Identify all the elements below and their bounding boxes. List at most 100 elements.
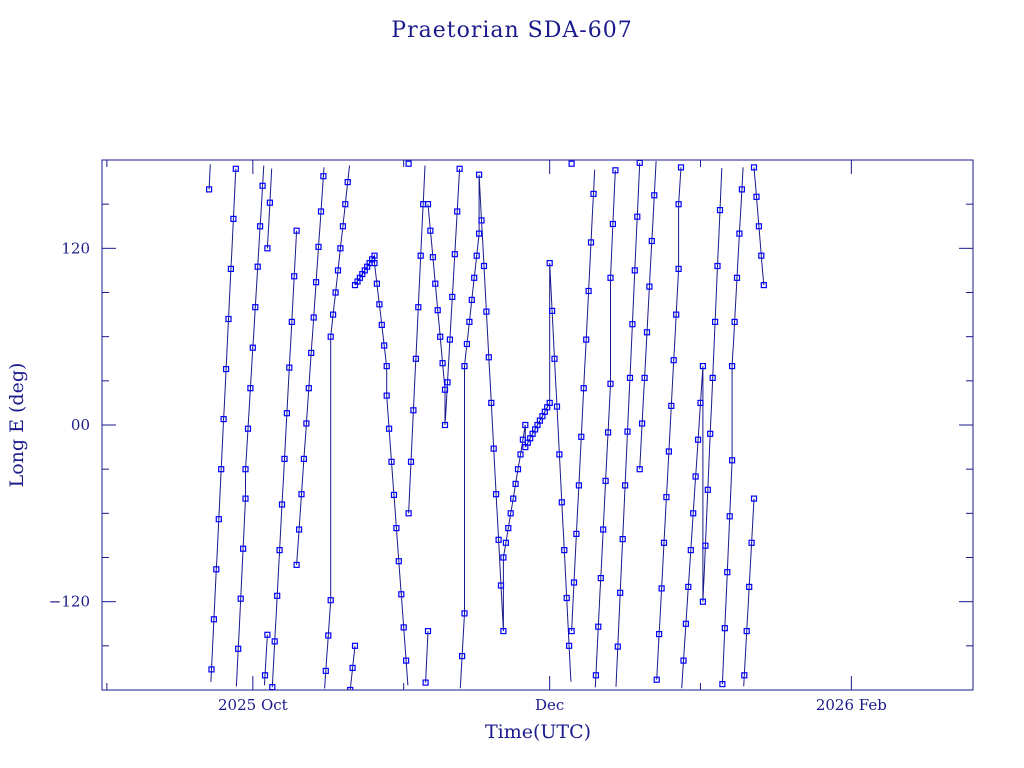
x-tick-label: 2026 Feb [816,696,887,714]
data-point [595,623,602,630]
data-point [432,280,439,287]
data-point [704,486,711,493]
data-point [546,260,553,267]
data-point [570,579,578,586]
data-point [451,251,458,258]
data-point [680,657,687,664]
y-axis-label: Long E (deg) [6,363,28,488]
data-point [446,336,453,343]
data-point [398,591,405,598]
data-point [575,482,583,489]
data-point [247,385,254,392]
data-point [507,510,514,517]
data-point [218,466,225,473]
data-point [305,385,312,392]
data-point [242,495,249,502]
data-point [585,287,592,295]
data-point [619,535,626,543]
data-point [663,494,670,501]
data-point [215,516,222,523]
y-tick-label: 120 [61,239,90,257]
data-point [750,164,758,171]
data-point [373,280,380,287]
data-point [711,318,719,325]
data-point [636,466,643,473]
data-point [417,252,424,259]
data-point [339,223,346,230]
data-point [337,245,344,252]
data-point [551,355,558,362]
data-point [225,315,232,323]
data-point [283,410,290,417]
data-point [643,329,651,336]
data-point [522,421,529,429]
data-point [721,625,728,632]
data-point [626,374,634,381]
data-point [261,672,269,679]
data-point [565,642,573,649]
data-point [405,510,412,517]
data-point [517,451,524,458]
data-point [296,526,303,533]
data-point [677,164,685,171]
data-point [249,344,256,351]
data-point [514,466,522,473]
data-point [259,182,266,189]
data-point [719,680,726,688]
data-point [697,399,704,406]
data-point [480,262,488,270]
data-point [349,664,356,672]
data-point [308,349,315,356]
data-point [733,274,741,281]
y-tick-label: −120 [49,593,90,611]
data-point [614,643,621,650]
data-point [434,307,441,314]
data-point [512,480,519,487]
data-point [424,201,432,208]
data-point [393,524,400,532]
data-point [266,199,273,206]
data-point [670,357,677,364]
tick-labels: −120 00 120 2025 Oct Dec 2026 Feb [49,239,887,714]
data-point [252,304,259,311]
data-point [478,217,485,224]
data-point [621,482,629,489]
data-point [500,627,507,635]
data-point [412,355,419,362]
data-point [232,165,239,172]
data-point [631,267,638,274]
data-point [502,539,509,546]
data-point [288,318,295,325]
data-point [320,173,327,180]
data-point [573,530,580,538]
data-point [682,620,690,627]
data-point [476,230,483,237]
data-point [271,638,278,645]
data-point [264,631,271,638]
data-point [709,374,716,381]
data-point [429,254,436,261]
data-point [660,539,668,546]
data-point [497,582,505,589]
data-point [454,208,461,215]
data-point [376,301,383,308]
data-point [607,380,614,387]
data-point [473,252,480,259]
data-point [400,624,407,631]
data-point [646,283,653,290]
data-point [592,672,600,679]
data-point [629,321,636,328]
data-point [405,160,412,167]
marker-layer [206,160,767,690]
data-point [471,274,478,281]
data-point [390,491,398,498]
data-point [208,666,215,673]
data-point [634,213,641,220]
data-point [342,201,349,208]
axis-ticks [102,160,973,690]
data-point [325,632,332,639]
data-point [213,566,220,573]
data-point [410,407,417,414]
data-point [463,340,470,348]
data-point [371,252,378,259]
